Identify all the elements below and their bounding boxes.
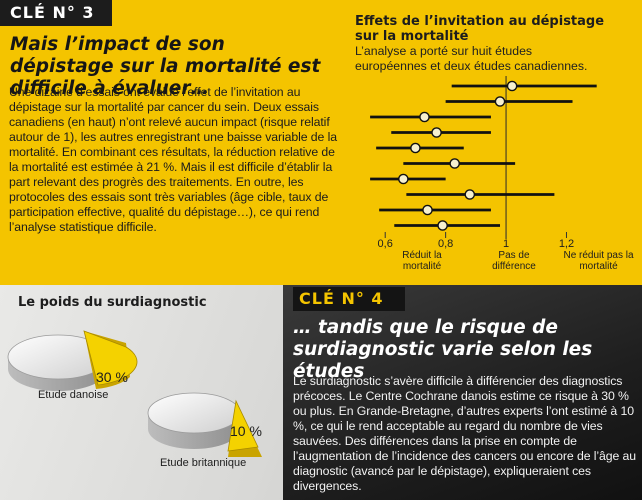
estimate-point — [506, 80, 518, 92]
label-not-reduced: Ne réduit pas la mortalité — [563, 250, 634, 272]
forest-chart-subtitle: L’analyse a porté sur huit études europé… — [355, 44, 588, 73]
key4-body: Le surdiagnostic s’avère difficile à dif… — [293, 374, 637, 493]
key3-tag: CLÉ N° 3 — [0, 0, 112, 26]
danish-percentage: 30 % — [96, 369, 128, 385]
tick-label: 0,8 — [438, 238, 453, 250]
danish-study-label: Etude danoise — [38, 389, 109, 401]
tick-label: 0,6 — [378, 238, 393, 250]
key4-tag: CLÉ N° 4 — [293, 287, 405, 311]
overdiagnosis-panel: Le poids du surdiagnostic 30 % — [0, 285, 642, 500]
tick-label: 1 — [503, 238, 509, 250]
key3-panel: CLÉ N° 3 Mais l’impact de son dépistage … — [0, 0, 642, 282]
estimate-point — [398, 173, 409, 185]
forest-chart-title: Effets de l’invitation au dépistage sur … — [355, 14, 605, 44]
estimate-point — [422, 204, 433, 216]
estimate-point — [494, 96, 506, 107]
british-study-label: Etude britannique — [160, 457, 247, 469]
estimate-point — [419, 111, 430, 123]
estimate-point — [464, 189, 476, 200]
key3-body: Une dizaine d’essais ont évalué l’effet … — [9, 85, 337, 234]
key4-panel: CLÉ N° 4 … tandis que le risque de surdi… — [283, 285, 642, 500]
label-no-difference: Pas de différence — [492, 250, 536, 272]
key3-headline: Mais l’impact de son dépistage sur la mo… — [10, 34, 321, 99]
danish-pie — [7, 330, 138, 391]
british-pie — [147, 392, 262, 457]
estimate-point — [437, 220, 448, 231]
forest-plot-svg: 0,6 0,8 1 1,2 — [370, 76, 597, 250]
pie-charts — [7, 330, 262, 457]
forest-chart: 0,6 0,8 1 1,2 Réduit la mortalité Pas de di… — [355, 72, 642, 282]
british-percentage: 10 % — [230, 423, 262, 439]
estimate-point — [431, 127, 442, 138]
overdiagnosis-title: Le poids du surdiagnostic — [18, 295, 207, 310]
tick-label: 1,2 — [559, 238, 574, 250]
key4-headline: … tandis que le risque de surdiagnostic … — [293, 317, 593, 382]
estimate-point — [449, 158, 460, 169]
label-reduced: Réduit la mortalité — [402, 250, 442, 272]
estimate-point — [410, 142, 421, 154]
